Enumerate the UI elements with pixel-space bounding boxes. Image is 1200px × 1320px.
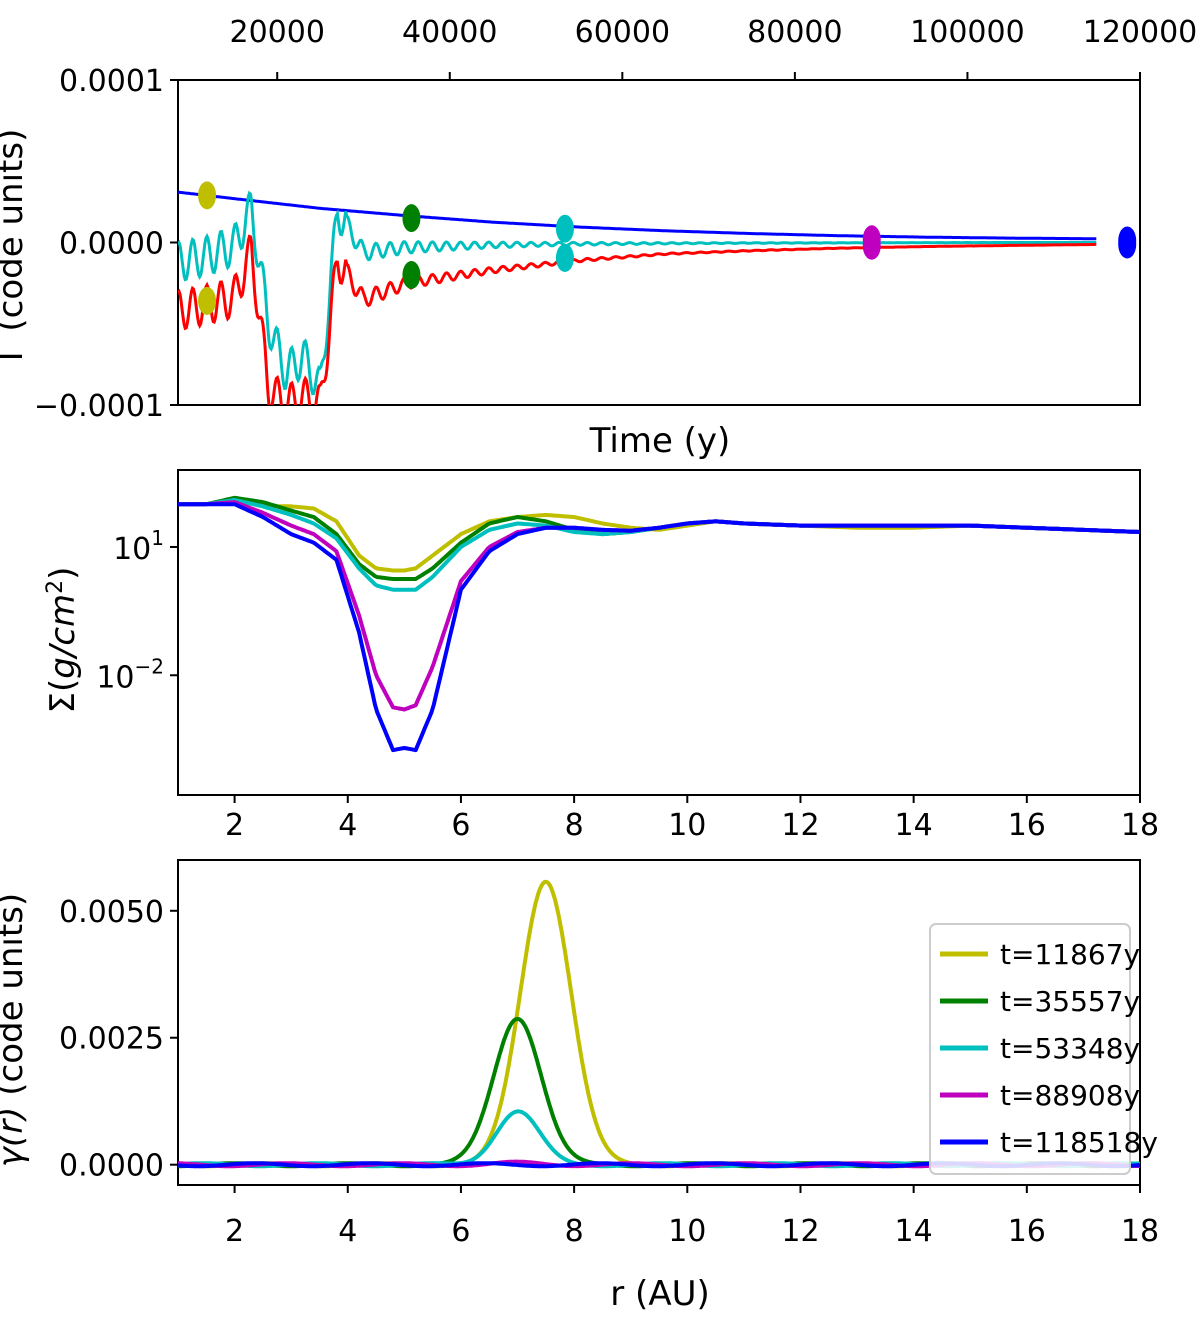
- torque-series-line: [178, 190, 1097, 396]
- density-x-tick-label: 12: [781, 808, 819, 843]
- density-series-line: [178, 502, 1140, 753]
- torque-marker: [555, 214, 574, 243]
- density-x-tick-label: 8: [565, 808, 584, 843]
- torque-marker: [1118, 230, 1137, 259]
- legend-label: t=88908y: [1000, 1079, 1140, 1112]
- legend: t=11867y t=35557y t=53348y t=88908y t=118518…: [929, 923, 1158, 1175]
- torque-x-tick-label: 100000: [910, 15, 1025, 50]
- torque-x-tick-label: 120000: [1083, 15, 1198, 50]
- torque-series: [178, 181, 1137, 405]
- density-axes-frame: [177, 469, 1141, 796]
- gamma-ticks: 2 4 6 8 10 12 14 16 18 0.0000 0.0025 0.0050: [59, 895, 1159, 1249]
- legend-label: t=35557y: [1000, 985, 1140, 1018]
- gamma-y-tick-label: 0.0000: [59, 1149, 164, 1184]
- gamma-y-tick-label: 0.0050: [59, 895, 164, 930]
- gamma-y-tick-label: 0.0025: [59, 1022, 164, 1057]
- density-y-axis-label: Σ(g/cm2): [43, 567, 84, 714]
- gamma-x-tick-label: 10: [668, 1214, 706, 1249]
- density-series-line: [178, 500, 1140, 712]
- torque-y-tick-label: −0.0001: [34, 389, 164, 424]
- density-x-tick-label: 2: [225, 808, 244, 843]
- surface-density-panel: 2 4 6 8 10 12 14 16 18 101 10−2 Σ(g/cm2): [43, 469, 1159, 843]
- torque-x-tick-label: 80000: [747, 15, 842, 50]
- density-x-tick-label: 10: [668, 808, 706, 843]
- torque-x-tick-label: 40000: [402, 15, 497, 50]
- torque-series-line: [178, 234, 1097, 405]
- gamma-x-tick-label: 14: [895, 1214, 933, 1249]
- gamma-x-tick-label: 2: [225, 1214, 244, 1249]
- torque-marker: [198, 287, 217, 315]
- legend-label: t=53348y: [1000, 1032, 1140, 1065]
- torque-marker: [402, 204, 421, 233]
- gamma-x-tick-label: 12: [781, 1214, 819, 1249]
- torque-series-line: [178, 190, 1097, 241]
- torque-x-axis-label: Time (y): [589, 421, 731, 461]
- torque-marker: [862, 231, 881, 260]
- torque-ticks: 20000 40000 60000 80000 100000 120000 −0.0001 0…: [34, 15, 1197, 424]
- torque-y-tick-label: 0.0000: [59, 227, 164, 262]
- gamma-x-tick-label: 8: [565, 1214, 584, 1249]
- torque-panel: 20000 40000 60000 80000 100000 120000 −0.0001 0…: [0, 15, 1197, 461]
- gamma-axes-frame: [177, 859, 1141, 1186]
- torque-x-tick-label: 20000: [230, 15, 325, 50]
- density-series-line: [178, 497, 1140, 573]
- legend-box: [929, 923, 1131, 1175]
- density-y-tick-label: 101: [113, 526, 164, 567]
- gamma-x-tick-label: 18: [1121, 1214, 1159, 1249]
- density-x-tick-label: 4: [338, 808, 357, 843]
- density-x-tick-label: 16: [1008, 808, 1046, 843]
- density-y-tick-label: 10−2: [96, 654, 164, 695]
- legend-label: t=118518y: [1000, 1126, 1158, 1159]
- gamma-x-axis-label: r (AU): [610, 1274, 709, 1314]
- torque-y-tick-label: 0.0001: [59, 64, 164, 99]
- torque-marker: [555, 243, 574, 272]
- density-x-tick-label: 18: [1121, 808, 1159, 843]
- gamma-y-axis-label: γ(r) (code units): [0, 893, 31, 1167]
- density-x-tick-label: 14: [895, 808, 933, 843]
- legend-label: t=11867y: [1000, 938, 1140, 971]
- gamma-x-tick-label: 4: [338, 1214, 357, 1249]
- density-x-tick-label: 6: [451, 808, 470, 843]
- torque-y-axis-label: Γ (code units): [0, 129, 31, 362]
- torque-marker: [402, 261, 421, 289]
- gamma-x-tick-label: 16: [1008, 1214, 1046, 1249]
- torque-marker: [198, 181, 217, 210]
- torque-x-tick-label: 60000: [575, 15, 670, 50]
- gamma-x-tick-label: 6: [451, 1214, 470, 1249]
- density-ticks: 2 4 6 8 10 12 14 16 18 101 10−2: [96, 526, 1159, 843]
- density-series: [178, 495, 1140, 753]
